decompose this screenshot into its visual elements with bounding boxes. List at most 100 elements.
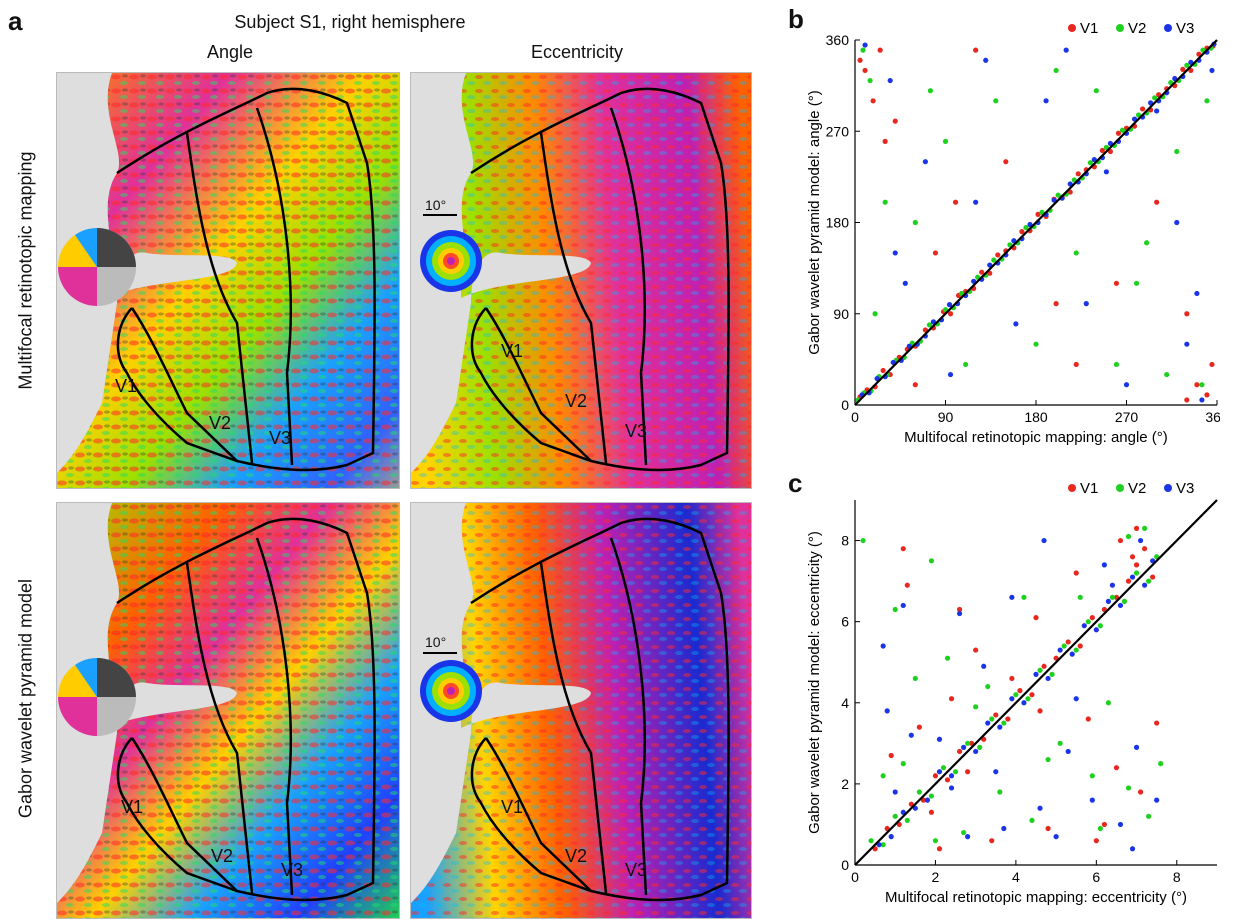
data-point-v3 <box>887 77 893 84</box>
data-point-v2 <box>1029 817 1035 823</box>
data-point-v3 <box>1209 67 1215 74</box>
data-point-v2 <box>1055 192 1061 198</box>
identity-line <box>854 39 1218 406</box>
data-point-v2 <box>860 537 866 544</box>
data-point-v2 <box>1125 533 1132 540</box>
scatter-plot-angle: 0 90 180 270 360 0 90 180 270 360 Multifocal retin… <box>806 20 1220 446</box>
area-label-v1: V1 <box>501 797 524 817</box>
data-point-v3 <box>892 250 898 256</box>
data-point-v1 <box>1113 280 1120 286</box>
data-point-v3 <box>956 610 963 617</box>
data-point-v3 <box>1199 397 1205 403</box>
data-point-v3 <box>961 744 967 750</box>
data-point-v1 <box>1035 211 1041 217</box>
data-point-v2 <box>1001 720 1007 726</box>
x-tick-label: 270 <box>1115 409 1139 425</box>
data-point-v1 <box>1115 130 1122 136</box>
legend-marker-v1 <box>1068 24 1076 32</box>
data-point-v3 <box>1137 537 1144 544</box>
data-point-v3 <box>1089 797 1095 803</box>
data-point-v2 <box>927 88 934 94</box>
data-point-v1 <box>882 138 888 144</box>
data-point-v3 <box>892 789 898 795</box>
data-point-v1 <box>1005 716 1011 722</box>
data-point-v3 <box>922 159 928 165</box>
data-point-v2 <box>1057 740 1063 746</box>
data-point-v2 <box>872 311 878 317</box>
data-point-v3 <box>1123 382 1130 388</box>
data-point-v3 <box>1043 98 1049 104</box>
data-point-v1 <box>956 606 963 613</box>
data-point-v1 <box>1209 361 1215 368</box>
data-point-v2 <box>1184 62 1190 68</box>
data-point-v3 <box>1174 219 1180 226</box>
data-point-v2 <box>1033 341 1039 347</box>
data-point-v2 <box>1093 88 1099 94</box>
data-point-v2 <box>1045 756 1051 763</box>
data-point-v2 <box>912 675 918 682</box>
data-point-v1 <box>1129 554 1136 560</box>
data-point-v3 <box>1021 700 1027 706</box>
data-point-v2 <box>1037 667 1043 673</box>
data-point-v3 <box>1057 647 1063 653</box>
area-label-v1: V1 <box>121 797 144 817</box>
data-point-v2 <box>912 219 918 226</box>
data-point-v3 <box>1109 582 1116 588</box>
data-point-v1 <box>1117 537 1124 544</box>
map-angle-gabor: V1 V2 V3 <box>56 502 400 919</box>
data-point-v1 <box>1029 692 1035 698</box>
data-point-v1 <box>1009 675 1015 682</box>
data-point-v1 <box>1089 615 1095 621</box>
data-point-v1 <box>989 838 995 844</box>
data-point-v1 <box>1045 825 1051 832</box>
data-point-v2 <box>1164 371 1170 378</box>
data-point-v1 <box>1113 765 1120 771</box>
map-eccentricity-multifocal: 10° V1 V2 V3 <box>410 72 752 489</box>
data-point-v1 <box>944 777 951 783</box>
data-point-v2 <box>963 361 969 368</box>
data-point-v2 <box>868 838 874 844</box>
data-point-v2 <box>1089 773 1095 779</box>
area-label-v2: V2 <box>565 391 588 411</box>
data-point-v2 <box>1085 619 1091 625</box>
eccentricity-column-header: Eccentricity <box>530 42 624 62</box>
data-point-v3 <box>888 834 894 840</box>
x-tick-label: 2 <box>932 869 940 885</box>
data-point-v1 <box>1033 615 1039 621</box>
data-point-v2 <box>880 773 886 779</box>
x-tick-label: 8 <box>1173 869 1181 885</box>
angle-column-header: Angle <box>206 42 254 62</box>
data-point-v1 <box>1194 382 1200 388</box>
x-tick-label: 90 <box>938 409 954 425</box>
data-point-v2 <box>1105 700 1111 706</box>
data-point-v2 <box>926 322 933 328</box>
data-point-v3 <box>1184 341 1190 347</box>
data-point-v2 <box>1109 594 1116 600</box>
x-tick-label: 360 <box>1205 409 1220 425</box>
data-point-v3 <box>1065 748 1071 755</box>
data-point-v3 <box>1101 562 1107 568</box>
data-point-v2 <box>860 47 866 53</box>
data-point-v2 <box>961 829 967 836</box>
data-point-v3 <box>973 748 979 755</box>
data-point-v1 <box>1019 229 1025 235</box>
data-point-v1 <box>1150 574 1156 580</box>
data-point-v3 <box>1063 47 1069 53</box>
data-point-v1 <box>1085 716 1091 722</box>
data-point-v1 <box>1073 361 1079 368</box>
data-point-v3 <box>1093 627 1099 633</box>
area-label-v1: V1 <box>115 376 138 396</box>
data-point-v1 <box>900 546 906 552</box>
data-point-v3 <box>1073 696 1079 702</box>
data-point-v1 <box>1003 159 1009 165</box>
y-tick-label: 0 <box>841 397 849 413</box>
data-point-v1 <box>916 724 922 730</box>
data-point-v2 <box>1113 361 1120 368</box>
data-point-v2 <box>1049 671 1055 677</box>
data-point-v1 <box>952 199 959 205</box>
data-point-v1 <box>1075 171 1081 177</box>
legend-label-v1: V1 <box>1080 480 1098 497</box>
area-label-v3: V3 <box>281 860 304 880</box>
data-point-v2 <box>932 838 939 844</box>
panel-a-title: Subject S1, right hemisphere <box>234 12 466 32</box>
